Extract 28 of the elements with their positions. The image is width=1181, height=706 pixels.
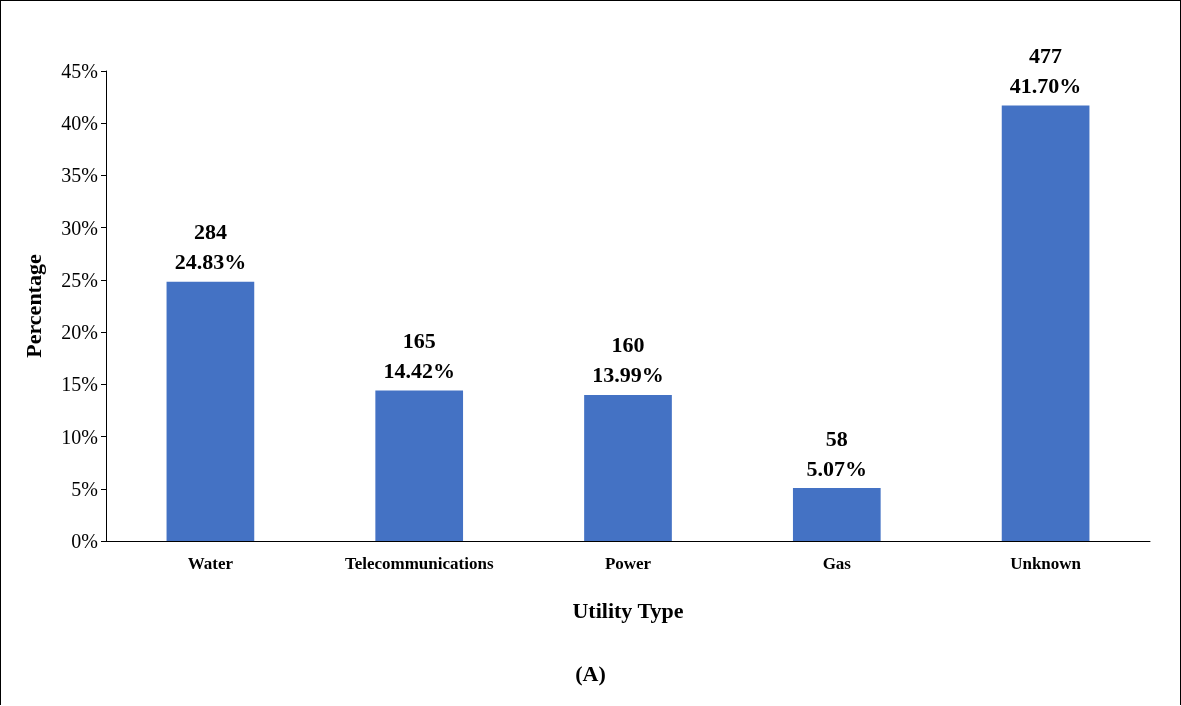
y-tick-label: 35%: [61, 164, 98, 187]
x-tick-label: Water: [187, 554, 234, 573]
bar: [792, 488, 881, 541]
bar: [166, 281, 255, 541]
data-label: 477 41.70%: [1009, 42, 1082, 98]
text: (A): [574, 661, 607, 687]
y-tick-label: 20%: [61, 321, 98, 344]
y-tick-label: 30%: [61, 216, 98, 239]
y-tick-label: 15%: [61, 373, 98, 396]
x-tick-label: Gas: [822, 554, 852, 573]
y-tick-label: 45%: [61, 60, 98, 82]
data-label: 165 14.42%: [383, 327, 455, 383]
bar: [584, 394, 672, 541]
y-tick-label: 5%: [71, 477, 98, 500]
data-label: 58 5.07%: [806, 425, 868, 481]
y-tick-label: 40%: [61, 112, 98, 135]
y-tick-label: 10%: [61, 425, 98, 448]
y-tick-label: 0%: [71, 530, 98, 552]
x-axis-title: Utility Type: [572, 597, 684, 623]
x-tick-label: Unknown: [1010, 554, 1082, 573]
y-axis-title: Percentage: [20, 254, 46, 358]
data-label: 160 13.99%: [592, 332, 664, 388]
data-label: 284 24.83%: [174, 219, 247, 275]
y-tick-label: 25%: [61, 268, 98, 291]
bar: [375, 390, 464, 541]
x-tick-label: Telecommunications: [344, 554, 494, 573]
x-tick-label: Power: [604, 554, 652, 573]
bar: [1001, 105, 1090, 541]
